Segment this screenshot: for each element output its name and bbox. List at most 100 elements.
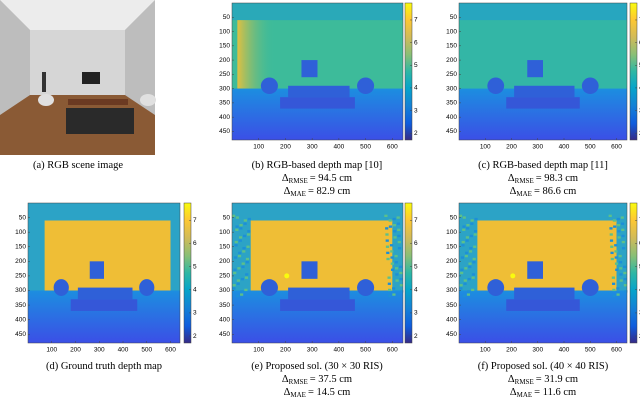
colorbar-tick-label: 5 <box>193 263 197 270</box>
metric-symbol: Δ <box>508 173 515 184</box>
colorbar-tick-label: 4 <box>414 286 418 293</box>
depth-region <box>466 227 470 230</box>
metric: ΔMAE = 14.5 cm <box>284 387 351 397</box>
metric-symbol: Δ <box>510 387 517 397</box>
depth-object <box>301 60 318 78</box>
depth-region <box>237 254 242 258</box>
depth-object <box>301 261 318 279</box>
depth-object <box>506 97 580 109</box>
colorbar-tick-label: 5 <box>414 263 418 270</box>
depth-object <box>260 279 278 296</box>
depth-region <box>397 240 401 244</box>
y-tick-label: 200 <box>219 258 230 265</box>
depth-region <box>608 214 612 217</box>
x-tick-label: 600 <box>611 144 622 151</box>
depth-region <box>236 282 240 285</box>
depth-region <box>477 220 617 291</box>
depth-region <box>616 287 620 290</box>
x-tick-label: 500 <box>585 144 596 151</box>
depth-region <box>239 227 243 230</box>
depth-region <box>466 293 471 296</box>
depth-region <box>393 236 397 239</box>
y-tick-label: 150 <box>446 43 457 50</box>
depth-region <box>390 256 394 259</box>
colorbar-tick-label: 6 <box>193 240 197 247</box>
depth-region <box>233 271 237 275</box>
x-tick-label: 400 <box>333 347 344 354</box>
depth-region <box>613 225 617 228</box>
depth-region <box>468 265 472 269</box>
depth-object <box>288 85 350 98</box>
depth-region <box>387 276 391 279</box>
depth-region <box>240 277 245 281</box>
depth-region <box>237 20 275 89</box>
depth-region <box>471 273 476 276</box>
depth-region <box>462 216 466 219</box>
depth-region <box>232 284 236 287</box>
depth-region <box>616 293 620 296</box>
depth-region <box>461 244 465 247</box>
depth-region <box>462 225 466 228</box>
depth-object <box>581 77 599 94</box>
depth-region <box>385 233 389 236</box>
depth-region <box>240 290 244 293</box>
depth-object <box>260 77 278 94</box>
y-tick-label: 200 <box>446 57 457 64</box>
metric-value: = 31.9 cm <box>536 374 578 385</box>
x-tick-label: 300 <box>307 347 318 354</box>
depth-region <box>399 284 403 287</box>
depth-region <box>385 227 389 230</box>
y-tick-label: 300 <box>446 287 457 294</box>
x-tick-label: 400 <box>559 347 570 354</box>
depth-region <box>619 279 623 282</box>
depth-region <box>467 290 471 293</box>
depth-region <box>459 287 463 290</box>
colorbar <box>404 202 413 344</box>
depth-object <box>514 85 575 98</box>
y-tick-label: 150 <box>446 243 457 250</box>
x-tick-label: 400 <box>118 347 129 354</box>
axes-frame <box>27 202 181 344</box>
depth-region <box>617 230 621 233</box>
depth-region <box>617 224 621 227</box>
y-tick-label: 100 <box>446 229 457 236</box>
y-tick-label: 50 <box>450 14 458 21</box>
depth-region <box>470 222 474 225</box>
depth-region <box>400 290 404 293</box>
y-tick-label: 150 <box>219 43 230 50</box>
depth-region <box>235 228 239 231</box>
depth-region <box>238 251 242 255</box>
depth-region <box>612 288 616 292</box>
depth-region <box>460 271 464 275</box>
y-tick-label: 300 <box>219 85 230 92</box>
depth-region <box>388 219 392 222</box>
depth-region <box>461 240 465 244</box>
caption: (d) Ground truth depth map <box>46 361 162 372</box>
depth-region <box>397 234 401 238</box>
depth-region <box>472 257 476 261</box>
depth-region <box>623 284 627 287</box>
depth-region <box>459 20 627 89</box>
x-tick-label: 100 <box>480 144 491 151</box>
depth-region <box>392 217 396 221</box>
depth-region <box>235 225 239 228</box>
axes-frame <box>231 202 404 344</box>
depth-region <box>243 219 247 222</box>
depth-region <box>468 262 472 265</box>
depth-region <box>390 250 394 253</box>
y-tick-label: 350 <box>15 302 26 309</box>
depth-region <box>624 290 628 293</box>
depth-region <box>44 220 171 291</box>
y-tick-label: 400 <box>219 316 230 323</box>
depth-region <box>474 217 478 221</box>
depth-region <box>245 261 249 264</box>
panel: 50 100 150 200 250 300 350 400 450 100 200 300 400 50… <box>446 2 640 198</box>
y-tick-label: 200 <box>15 258 26 265</box>
depth-region <box>471 288 475 292</box>
rgb-scene-image <box>0 0 156 155</box>
metric-symbol: Δ <box>508 374 515 385</box>
depth-region <box>250 220 393 291</box>
depth-region <box>388 294 392 298</box>
depth-object <box>506 299 580 311</box>
depth-region <box>614 256 618 259</box>
